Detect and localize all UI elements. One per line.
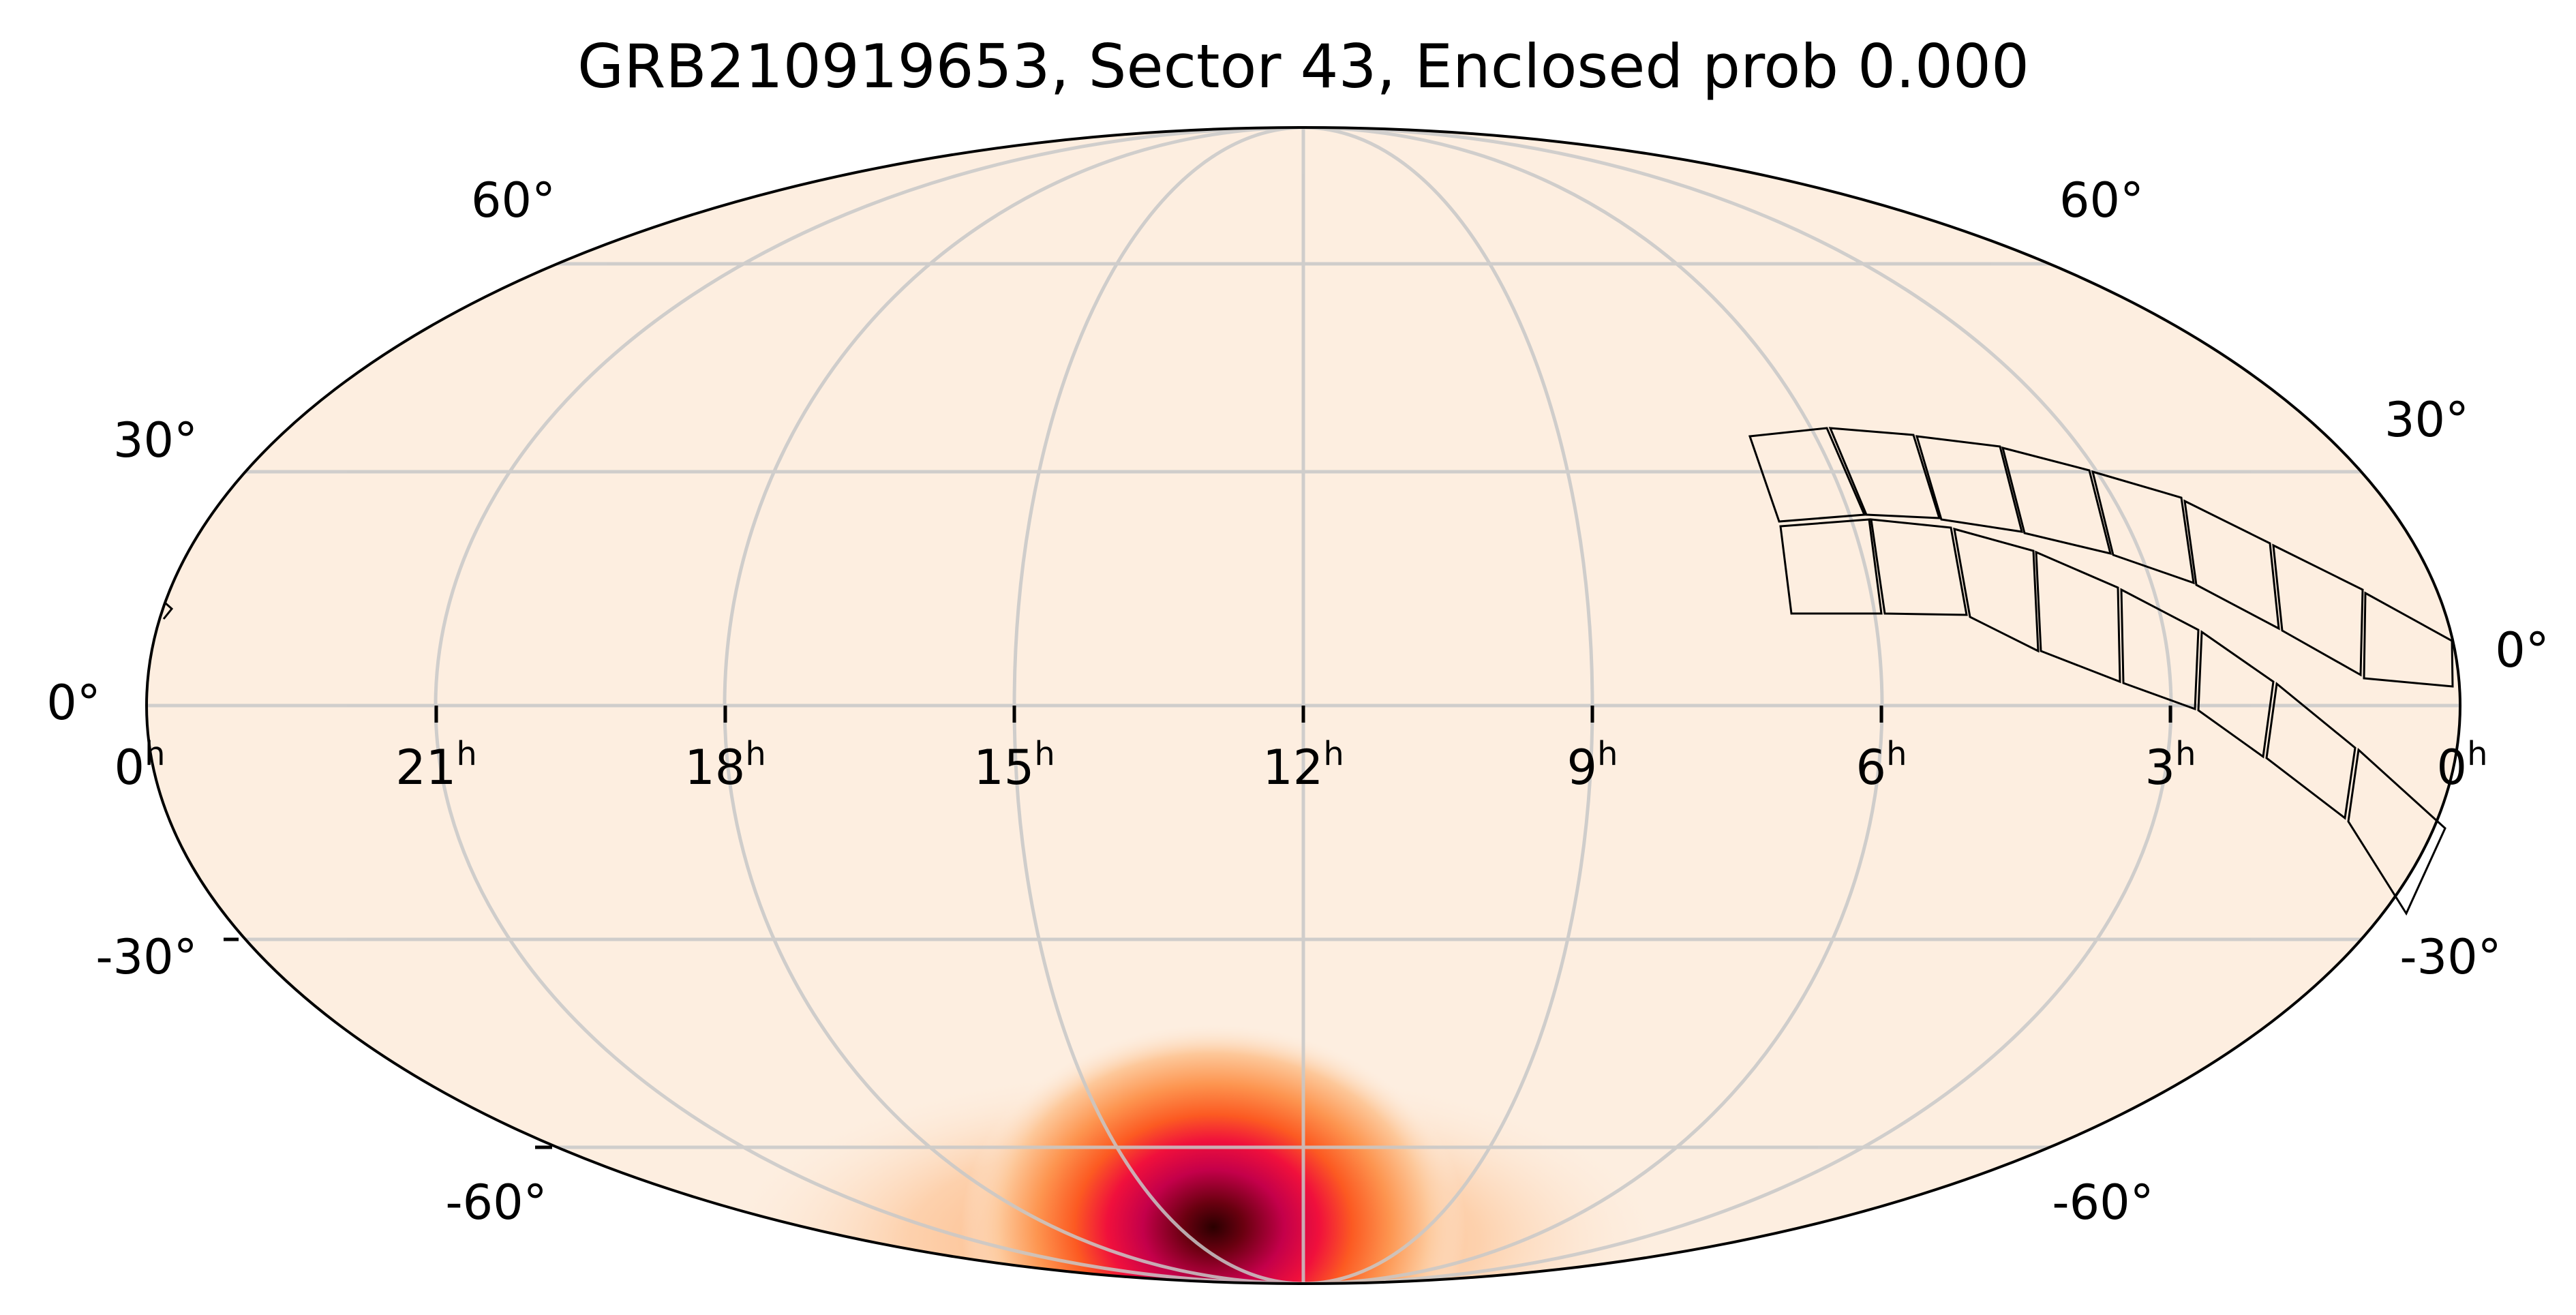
svg-text:-30°: -30° [2399, 929, 2501, 985]
svg-text:12h: 12h [1262, 735, 1344, 796]
dec-ticks [224, 937, 552, 1149]
ra-tick-labels: 0h 21h 18h 15h 12h 9h 6h 3h 0h [115, 735, 2488, 796]
svg-text:3h: 3h [2145, 735, 2196, 796]
svg-text:-30°: -30° [95, 929, 197, 985]
map-boundary [145, 126, 2461, 1285]
dec-tick-labels-right: 60° 30° 0° -30° -60° [2052, 172, 2549, 1230]
svg-text:0°: 0° [2495, 622, 2549, 678]
svg-text:0h: 0h [115, 735, 166, 796]
svg-text:30°: 30° [2384, 392, 2469, 448]
svg-text:9h: 9h [1567, 735, 1618, 796]
chart-title: GRB210919653, Sector 43, Enclosed prob 0… [577, 31, 2029, 102]
svg-text:15h: 15h [973, 735, 1055, 796]
svg-text:0°: 0° [46, 675, 101, 731]
svg-text:6h: 6h [1856, 735, 1907, 796]
dec-tick-labels-left: 60° 30° 0° -30° -60° [46, 172, 556, 1230]
svg-text:-60°: -60° [445, 1175, 547, 1230]
svg-text:18h: 18h [684, 735, 766, 796]
svg-text:30°: 30° [113, 412, 198, 468]
svg-text:60°: 60° [2059, 172, 2144, 228]
svg-text:-60°: -60° [2052, 1175, 2153, 1230]
svg-text:21h: 21h [395, 735, 477, 796]
ra-ticks [434, 706, 2172, 723]
svg-text:60°: 60° [471, 172, 556, 228]
sector-footprint [162, 427, 2454, 916]
svg-text:0h: 0h [2437, 735, 2488, 796]
